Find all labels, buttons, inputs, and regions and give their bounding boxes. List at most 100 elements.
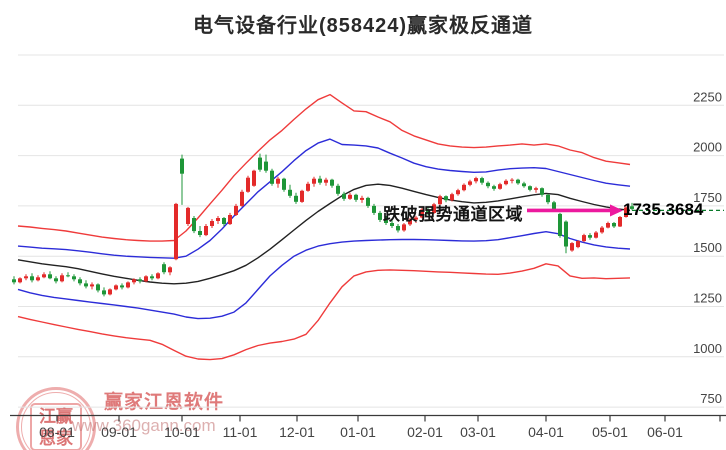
y-axis-label: 1000 bbox=[693, 341, 722, 356]
candle bbox=[48, 271, 52, 280]
candle bbox=[384, 216, 388, 225]
candle bbox=[258, 153, 262, 172]
x-axis-label: 03-01 bbox=[460, 424, 496, 440]
x-axis-label: 01-01 bbox=[340, 424, 376, 440]
candle bbox=[180, 154, 184, 205]
candle bbox=[606, 221, 610, 229]
candle bbox=[126, 281, 130, 289]
candle bbox=[150, 274, 154, 281]
y-axis-label: 1750 bbox=[693, 190, 722, 205]
candle bbox=[432, 202, 436, 214]
x-axis-label: 04-01 bbox=[528, 424, 564, 440]
latest-price-label: 1735.3684 bbox=[623, 200, 704, 219]
candle bbox=[300, 189, 304, 203]
candle bbox=[204, 224, 208, 237]
candle bbox=[426, 207, 430, 215]
candle bbox=[624, 206, 628, 218]
y-axis-label: 2000 bbox=[693, 140, 722, 155]
candle bbox=[282, 177, 286, 192]
channel-line-lower-blue bbox=[17, 230, 631, 320]
seal-ring bbox=[21, 392, 91, 450]
candle bbox=[246, 175, 250, 193]
candle bbox=[588, 233, 592, 240]
y-axis-label: 2250 bbox=[693, 89, 722, 104]
candle bbox=[90, 282, 94, 290]
candle bbox=[84, 280, 88, 289]
channel-line-lower-red bbox=[17, 263, 631, 361]
candle bbox=[498, 182, 502, 190]
candle bbox=[108, 288, 112, 296]
candle bbox=[438, 194, 442, 206]
candle bbox=[546, 193, 550, 205]
candle bbox=[312, 176, 316, 187]
candle bbox=[222, 217, 226, 226]
candle bbox=[618, 216, 622, 227]
candle bbox=[522, 181, 526, 188]
candle bbox=[72, 274, 76, 282]
candle bbox=[78, 277, 82, 286]
candle bbox=[60, 273, 64, 283]
candle bbox=[372, 203, 376, 215]
candle bbox=[228, 212, 232, 225]
candle bbox=[570, 242, 574, 252]
candle bbox=[450, 192, 454, 202]
candle bbox=[528, 185, 532, 192]
candle bbox=[516, 178, 520, 185]
candle bbox=[480, 176, 484, 185]
candle bbox=[360, 195, 364, 203]
candle bbox=[612, 222, 616, 228]
candle bbox=[540, 187, 544, 197]
candle bbox=[36, 275, 40, 282]
candle bbox=[306, 181, 310, 192]
x-axis-label: 08-01 bbox=[39, 424, 75, 440]
candle bbox=[186, 206, 190, 226]
candle bbox=[510, 178, 514, 184]
candle bbox=[162, 262, 166, 275]
candle bbox=[234, 203, 238, 216]
x-axis-label: 05-01 bbox=[592, 424, 628, 440]
candle bbox=[336, 183, 340, 196]
channel-line-upper-red bbox=[17, 93, 631, 242]
candle bbox=[12, 276, 16, 285]
breakdown-arrow bbox=[527, 204, 623, 217]
candle bbox=[582, 233, 586, 243]
y-axis-label: 1500 bbox=[693, 240, 722, 255]
candle bbox=[42, 272, 46, 279]
x-axis-label: 12-01 bbox=[279, 424, 315, 440]
candle bbox=[294, 192, 298, 204]
candle bbox=[114, 284, 118, 291]
candle bbox=[132, 278, 136, 285]
x-axis-label: 09-01 bbox=[101, 424, 137, 440]
candle bbox=[198, 226, 202, 238]
candle bbox=[396, 224, 400, 233]
candle bbox=[156, 272, 160, 280]
candle bbox=[264, 154, 268, 173]
candle bbox=[66, 272, 70, 278]
candle bbox=[468, 179, 472, 187]
candle bbox=[594, 231, 598, 239]
candle bbox=[330, 178, 334, 188]
candle bbox=[252, 169, 256, 187]
candle bbox=[174, 202, 178, 261]
candle bbox=[462, 183, 466, 192]
candle bbox=[240, 189, 244, 207]
candle bbox=[564, 220, 568, 254]
candle bbox=[534, 186, 538, 193]
chart-title: 电气设备行业(858424)赢家极反通道 bbox=[192, 15, 534, 37]
breakdown-annotation-text: 跌破强势通道区域 bbox=[383, 205, 523, 224]
candle bbox=[414, 216, 418, 223]
candle bbox=[342, 191, 346, 201]
candle bbox=[600, 226, 604, 234]
candle bbox=[492, 184, 496, 191]
y-axis-label: 750 bbox=[700, 391, 722, 406]
candle bbox=[54, 276, 58, 284]
candle bbox=[402, 223, 406, 232]
candle bbox=[276, 176, 280, 188]
candle bbox=[576, 240, 580, 249]
candle bbox=[120, 283, 124, 290]
candle bbox=[420, 207, 424, 219]
channel-line-mid-black bbox=[17, 183, 631, 285]
candle bbox=[138, 277, 142, 284]
